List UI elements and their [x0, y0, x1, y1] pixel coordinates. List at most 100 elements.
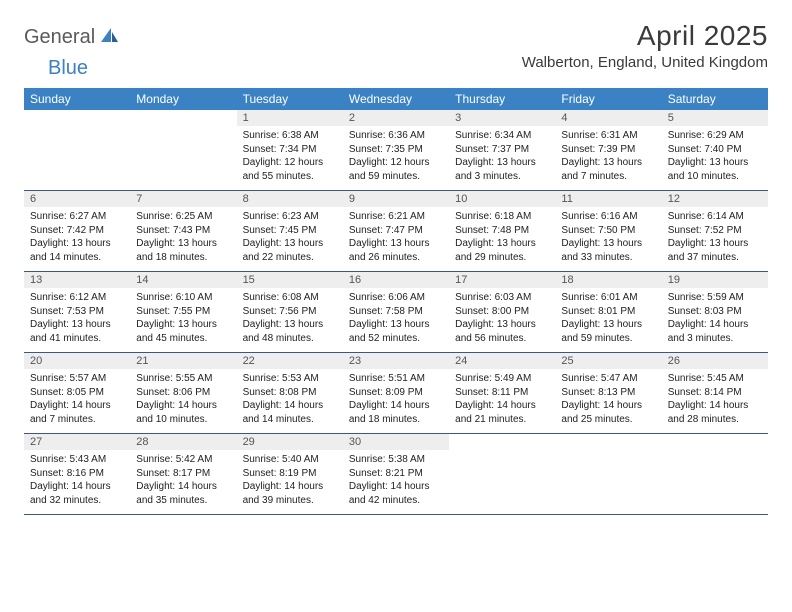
sunrise-text: Sunrise: 6:25 AM — [136, 210, 230, 224]
daylight-text: Daylight: 14 hours and 21 minutes. — [455, 399, 549, 426]
day-details: Sunrise: 5:49 AMSunset: 8:11 PMDaylight:… — [449, 369, 555, 430]
day-details: Sunrise: 6:01 AMSunset: 8:01 PMDaylight:… — [555, 288, 661, 349]
sunrise-text: Sunrise: 5:53 AM — [243, 372, 337, 386]
sunrise-text: Sunrise: 6:16 AM — [561, 210, 655, 224]
date-number: 8 — [237, 191, 343, 207]
day-cell: 4Sunrise: 6:31 AMSunset: 7:39 PMDaylight… — [555, 110, 661, 190]
day-details: Sunrise: 5:57 AMSunset: 8:05 PMDaylight:… — [24, 369, 130, 430]
sunset-text: Sunset: 8:16 PM — [30, 467, 124, 481]
daylight-text: Daylight: 13 hours and 14 minutes. — [30, 237, 124, 264]
week-row: 20Sunrise: 5:57 AMSunset: 8:05 PMDayligh… — [24, 353, 768, 434]
sunrise-text: Sunrise: 6:31 AM — [561, 129, 655, 143]
date-number: 25 — [555, 353, 661, 369]
sunset-text: Sunset: 8:09 PM — [349, 386, 443, 400]
day-cell: 6Sunrise: 6:27 AMSunset: 7:42 PMDaylight… — [24, 191, 130, 271]
day-details: Sunrise: 6:25 AMSunset: 7:43 PMDaylight:… — [130, 207, 236, 268]
sunset-text: Sunset: 7:56 PM — [243, 305, 337, 319]
day-cell: 29Sunrise: 5:40 AMSunset: 8:19 PMDayligh… — [237, 434, 343, 514]
day-details: Sunrise: 5:53 AMSunset: 8:08 PMDaylight:… — [237, 369, 343, 430]
sunrise-text: Sunrise: 6:18 AM — [455, 210, 549, 224]
date-number: 27 — [24, 434, 130, 450]
logo: General — [24, 20, 123, 49]
sunset-text: Sunset: 7:43 PM — [136, 224, 230, 238]
sunset-text: Sunset: 7:35 PM — [349, 143, 443, 157]
day-details: Sunrise: 6:12 AMSunset: 7:53 PMDaylight:… — [24, 288, 130, 349]
day-cell: 17Sunrise: 6:03 AMSunset: 8:00 PMDayligh… — [449, 272, 555, 352]
day-cell: 5Sunrise: 6:29 AMSunset: 7:40 PMDaylight… — [662, 110, 768, 190]
day-cell: 25Sunrise: 5:47 AMSunset: 8:13 PMDayligh… — [555, 353, 661, 433]
location-text: Walberton, England, United Kingdom — [522, 54, 768, 71]
day-details: Sunrise: 6:23 AMSunset: 7:45 PMDaylight:… — [237, 207, 343, 268]
week-row: 27Sunrise: 5:43 AMSunset: 8:16 PMDayligh… — [24, 434, 768, 515]
daylight-text: Daylight: 14 hours and 39 minutes. — [243, 480, 337, 507]
day-details: Sunrise: 6:31 AMSunset: 7:39 PMDaylight:… — [555, 126, 661, 187]
day-details: Sunrise: 6:38 AMSunset: 7:34 PMDaylight:… — [237, 126, 343, 187]
date-number: 21 — [130, 353, 236, 369]
sunset-text: Sunset: 7:55 PM — [136, 305, 230, 319]
date-number: 10 — [449, 191, 555, 207]
daylight-text: Daylight: 14 hours and 25 minutes. — [561, 399, 655, 426]
sunset-text: Sunset: 8:14 PM — [668, 386, 762, 400]
day-details: Sunrise: 6:16 AMSunset: 7:50 PMDaylight:… — [555, 207, 661, 268]
day-header-wednesday: Wednesday — [343, 88, 449, 110]
sunset-text: Sunset: 7:48 PM — [455, 224, 549, 238]
sunrise-text: Sunrise: 6:03 AM — [455, 291, 549, 305]
daylight-text: Daylight: 13 hours and 45 minutes. — [136, 318, 230, 345]
day-details: Sunrise: 5:59 AMSunset: 8:03 PMDaylight:… — [662, 288, 768, 349]
daylight-text: Daylight: 13 hours and 56 minutes. — [455, 318, 549, 345]
sunrise-text: Sunrise: 5:51 AM — [349, 372, 443, 386]
daylight-text: Daylight: 12 hours and 59 minutes. — [349, 156, 443, 183]
sunrise-text: Sunrise: 5:57 AM — [30, 372, 124, 386]
date-number: 7 — [130, 191, 236, 207]
sunset-text: Sunset: 8:11 PM — [455, 386, 549, 400]
day-cell: 15Sunrise: 6:08 AMSunset: 7:56 PMDayligh… — [237, 272, 343, 352]
date-number: 20 — [24, 353, 130, 369]
daylight-text: Daylight: 13 hours and 10 minutes. — [668, 156, 762, 183]
day-cell: 26Sunrise: 5:45 AMSunset: 8:14 PMDayligh… — [662, 353, 768, 433]
daylight-text: Daylight: 14 hours and 42 minutes. — [349, 480, 443, 507]
sunrise-text: Sunrise: 6:06 AM — [349, 291, 443, 305]
daylight-text: Daylight: 14 hours and 10 minutes. — [136, 399, 230, 426]
day-cell: 13Sunrise: 6:12 AMSunset: 7:53 PMDayligh… — [24, 272, 130, 352]
date-number: 16 — [343, 272, 449, 288]
day-cell — [449, 434, 555, 514]
sunrise-text: Sunrise: 6:08 AM — [243, 291, 337, 305]
day-cell: 3Sunrise: 6:34 AMSunset: 7:37 PMDaylight… — [449, 110, 555, 190]
week-row: 6Sunrise: 6:27 AMSunset: 7:42 PMDaylight… — [24, 191, 768, 272]
day-cell: 10Sunrise: 6:18 AMSunset: 7:48 PMDayligh… — [449, 191, 555, 271]
day-details: Sunrise: 5:40 AMSunset: 8:19 PMDaylight:… — [237, 450, 343, 511]
calendar-grid: Sunday Monday Tuesday Wednesday Thursday… — [24, 88, 768, 515]
day-cell — [24, 110, 130, 190]
date-number: 19 — [662, 272, 768, 288]
day-header-friday: Friday — [555, 88, 661, 110]
date-number: 26 — [662, 353, 768, 369]
daylight-text: Daylight: 14 hours and 7 minutes. — [30, 399, 124, 426]
date-number: 15 — [237, 272, 343, 288]
sunrise-text: Sunrise: 6:29 AM — [668, 129, 762, 143]
daylight-text: Daylight: 13 hours and 33 minutes. — [561, 237, 655, 264]
sunrise-text: Sunrise: 6:21 AM — [349, 210, 443, 224]
sunset-text: Sunset: 7:47 PM — [349, 224, 443, 238]
sunrise-text: Sunrise: 5:55 AM — [136, 372, 230, 386]
daylight-text: Daylight: 13 hours and 37 minutes. — [668, 237, 762, 264]
day-cell: 1Sunrise: 6:38 AMSunset: 7:34 PMDaylight… — [237, 110, 343, 190]
day-details: Sunrise: 6:36 AMSunset: 7:35 PMDaylight:… — [343, 126, 449, 187]
sunrise-text: Sunrise: 5:59 AM — [668, 291, 762, 305]
sunrise-text: Sunrise: 5:38 AM — [349, 453, 443, 467]
date-number: 11 — [555, 191, 661, 207]
day-cell: 19Sunrise: 5:59 AMSunset: 8:03 PMDayligh… — [662, 272, 768, 352]
day-cell: 23Sunrise: 5:51 AMSunset: 8:09 PMDayligh… — [343, 353, 449, 433]
sunset-text: Sunset: 8:01 PM — [561, 305, 655, 319]
date-number: 14 — [130, 272, 236, 288]
day-cell: 20Sunrise: 5:57 AMSunset: 8:05 PMDayligh… — [24, 353, 130, 433]
logo-text-general: General — [24, 26, 95, 49]
date-number: 4 — [555, 110, 661, 126]
week-row: 13Sunrise: 6:12 AMSunset: 7:53 PMDayligh… — [24, 272, 768, 353]
date-number: 23 — [343, 353, 449, 369]
day-details: Sunrise: 6:08 AMSunset: 7:56 PMDaylight:… — [237, 288, 343, 349]
day-details: Sunrise: 6:18 AMSunset: 7:48 PMDaylight:… — [449, 207, 555, 268]
day-cell — [662, 434, 768, 514]
day-cell: 28Sunrise: 5:42 AMSunset: 8:17 PMDayligh… — [130, 434, 236, 514]
date-number: 12 — [662, 191, 768, 207]
sunset-text: Sunset: 7:39 PM — [561, 143, 655, 157]
